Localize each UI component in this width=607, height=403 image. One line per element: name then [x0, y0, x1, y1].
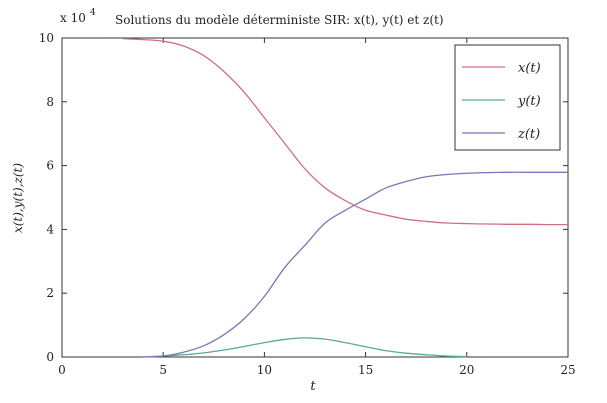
legend-box	[454, 44, 561, 151]
axis-ticks: 0 5 10 15 20 25 0 2 4 6 8 10	[39, 31, 576, 377]
chart-title: Solutions du modèle déterministe SIR: x(…	[115, 13, 444, 27]
y-scale-exponent-power: 4	[90, 8, 96, 18]
legend-label-z: z(t)	[517, 127, 540, 142]
x-tick-label: 0	[58, 363, 66, 377]
y-tick-label: 4	[46, 222, 54, 236]
y-tick-label: 10	[39, 31, 54, 45]
x-tick-label: 25	[560, 363, 575, 377]
x-tick-label: 20	[459, 363, 474, 377]
x-axis-label: t	[310, 379, 316, 394]
y-scale-exponent-base: x 10	[60, 11, 86, 25]
x-tick-label: 15	[358, 363, 373, 377]
legend: x(t) y(t) z(t)	[454, 44, 561, 151]
y-axis-label: x(t),y(t),z(t)	[11, 163, 25, 233]
y-tick-label: 2	[46, 286, 54, 300]
legend-label-y: y(t)	[517, 94, 541, 109]
y-tick-label: 6	[46, 159, 54, 173]
series-line-y	[142, 337, 467, 358]
x-tick-label: 5	[159, 363, 167, 377]
series-line-z	[142, 171, 568, 358]
data-series	[122, 37, 569, 358]
legend-label-x: x(t)	[518, 61, 541, 76]
series-line-x	[122, 37, 569, 226]
y-tick-label: 8	[46, 95, 54, 109]
y-tick-label: 0	[46, 350, 54, 364]
x-tick-label: 10	[257, 363, 272, 377]
